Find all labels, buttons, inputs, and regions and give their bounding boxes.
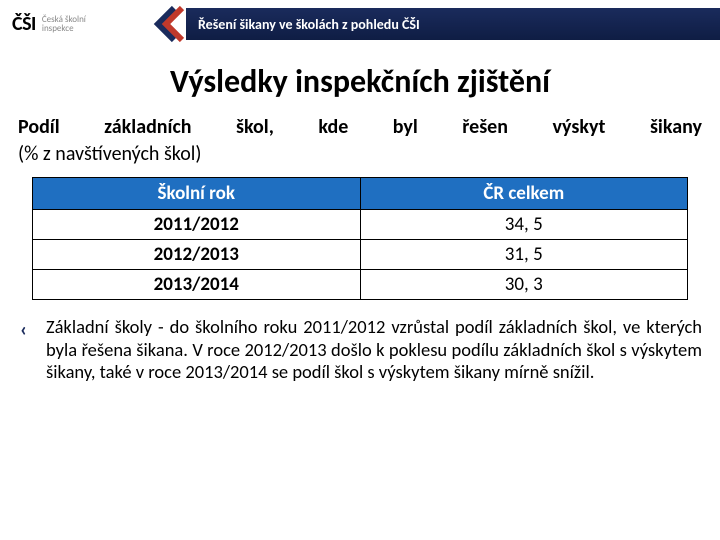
csi-logo: ČŠI Česká školní inspekce bbox=[0, 0, 150, 48]
chevron-bullet-icon: ‹ bbox=[20, 318, 27, 342]
lead-w: výskyt bbox=[552, 115, 605, 140]
data-table: Školní rok ČR celkem 2011/2012 34, 5 201… bbox=[32, 177, 688, 300]
page-title: Výsledky inspekčních zjištění bbox=[0, 62, 720, 101]
table-row: 2012/2013 31, 5 bbox=[33, 240, 688, 270]
lead-w: škol, bbox=[236, 115, 274, 140]
lead-w: řešen bbox=[462, 115, 508, 140]
th-total: ČR celkem bbox=[360, 178, 688, 210]
logo-acronym: ČŠI bbox=[12, 12, 36, 36]
logo-sub-2: inspekce bbox=[42, 24, 86, 33]
paragraph-text: Základní školy - do školního roku 2011/2… bbox=[46, 315, 702, 383]
cell-value: 30, 3 bbox=[360, 270, 688, 300]
cell-value: 31, 5 bbox=[360, 240, 688, 270]
chevron-icon bbox=[146, 4, 186, 44]
header-bar: ČŠI Česká školní inspekce Řešení šikany … bbox=[0, 0, 720, 48]
lead-line2: (% z navštívených škol) bbox=[18, 142, 702, 167]
banner-text: Řešení šikany ve školách z pohledu ČŠI bbox=[198, 16, 420, 33]
lead-w: kde bbox=[318, 115, 348, 140]
table-header-row: Školní rok ČR celkem bbox=[33, 178, 688, 210]
table-row: 2011/2012 34, 5 bbox=[33, 210, 688, 240]
table-row: 2013/2014 30, 3 bbox=[33, 270, 688, 300]
lead-w: byl bbox=[393, 115, 418, 140]
cell-year: 2013/2014 bbox=[33, 270, 361, 300]
lead-text: Podíl základních škol, kde byl řešen výs… bbox=[0, 115, 720, 167]
lead-w: základních bbox=[104, 115, 191, 140]
body-paragraph: ‹ Základní školy - do školního roku 2011… bbox=[0, 316, 720, 384]
lead-w: Podíl bbox=[18, 115, 60, 140]
lead-w: šikany bbox=[650, 115, 702, 140]
banner: Řešení šikany ve školách z pohledu ČŠI bbox=[186, 8, 720, 40]
cell-year: 2012/2013 bbox=[33, 240, 361, 270]
cell-value: 34, 5 bbox=[360, 210, 688, 240]
cell-year: 2011/2012 bbox=[33, 210, 361, 240]
th-year: Školní rok bbox=[33, 178, 361, 210]
